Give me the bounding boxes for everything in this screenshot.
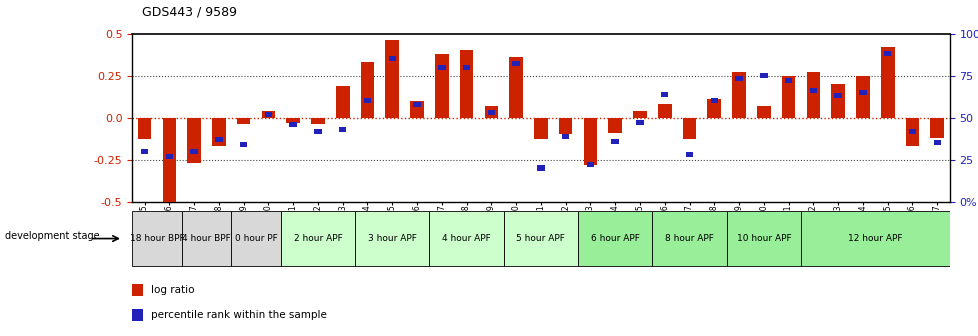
Bar <box>586 162 594 167</box>
Bar <box>215 137 222 142</box>
Bar <box>833 93 841 98</box>
Bar <box>182 211 231 266</box>
Bar <box>165 154 173 159</box>
Text: log ratio: log ratio <box>151 285 194 295</box>
Bar <box>537 166 544 170</box>
Bar <box>883 51 891 56</box>
Bar <box>607 118 621 133</box>
Bar <box>355 211 429 266</box>
Bar <box>734 76 742 81</box>
Bar <box>484 106 498 118</box>
Bar <box>509 57 522 118</box>
Bar <box>561 133 569 138</box>
Bar <box>633 111 646 118</box>
Bar <box>190 149 198 154</box>
Bar <box>231 211 281 266</box>
Bar <box>577 211 651 266</box>
Bar <box>636 120 644 125</box>
Bar <box>429 211 504 266</box>
Bar <box>781 76 794 118</box>
Text: 18 hour BPF: 18 hour BPF <box>129 234 184 243</box>
Bar <box>364 98 371 103</box>
Bar <box>686 152 692 157</box>
Bar <box>212 118 226 146</box>
Bar <box>311 118 325 124</box>
Text: 5 hour APF: 5 hour APF <box>516 234 564 243</box>
Bar <box>726 211 800 266</box>
Text: 4 hour APF: 4 hour APF <box>442 234 490 243</box>
Text: percentile rank within the sample: percentile rank within the sample <box>151 310 327 320</box>
Bar <box>800 211 949 266</box>
Bar <box>388 56 395 61</box>
Bar <box>759 73 767 78</box>
Bar <box>908 128 915 133</box>
Bar <box>534 118 547 139</box>
Bar <box>237 118 250 124</box>
Bar <box>385 40 399 118</box>
Bar <box>583 118 597 165</box>
Bar <box>240 142 247 147</box>
Bar <box>132 309 143 321</box>
Bar <box>651 211 726 266</box>
Bar <box>558 118 572 134</box>
Bar <box>434 54 448 118</box>
Bar <box>338 127 346 132</box>
Bar <box>132 211 182 266</box>
Bar <box>905 118 918 146</box>
Bar <box>855 76 868 118</box>
Bar <box>511 61 519 66</box>
Text: 6 hour APF: 6 hour APF <box>590 234 639 243</box>
Bar <box>314 128 322 133</box>
Bar <box>460 50 473 118</box>
Bar <box>859 90 866 95</box>
Bar <box>413 101 421 107</box>
Text: 2 hour APF: 2 hour APF <box>293 234 342 243</box>
Bar <box>360 62 374 118</box>
Bar <box>138 118 152 139</box>
Bar <box>281 211 355 266</box>
Bar <box>141 149 148 154</box>
Bar <box>660 91 668 97</box>
Text: 10 hour APF: 10 hour APF <box>735 234 790 243</box>
Bar <box>187 118 200 163</box>
Bar <box>929 118 943 138</box>
Text: 0 hour PF: 0 hour PF <box>235 234 277 243</box>
Bar <box>830 84 844 118</box>
Text: 12 hour APF: 12 hour APF <box>847 234 902 243</box>
Text: 8 hour APF: 8 hour APF <box>664 234 713 243</box>
Text: GDS443 / 9589: GDS443 / 9589 <box>142 5 237 18</box>
Bar <box>933 140 940 145</box>
Bar <box>463 65 469 70</box>
Bar <box>732 72 745 118</box>
Bar <box>809 88 817 93</box>
Text: 4 hour BPF: 4 hour BPF <box>182 234 231 243</box>
Bar <box>657 104 671 118</box>
Bar <box>806 72 820 118</box>
Bar <box>335 86 349 118</box>
Bar <box>162 118 176 202</box>
Bar <box>710 98 717 103</box>
Bar <box>437 65 445 70</box>
Bar <box>132 284 143 296</box>
Bar <box>261 111 275 118</box>
Text: development stage: development stage <box>5 230 100 241</box>
Bar <box>756 106 770 118</box>
Bar <box>287 118 299 123</box>
Bar <box>410 101 423 118</box>
Text: 3 hour APF: 3 hour APF <box>368 234 417 243</box>
Bar <box>289 122 296 127</box>
Bar <box>504 211 577 266</box>
Bar <box>880 47 894 118</box>
Bar <box>264 112 272 117</box>
Bar <box>487 110 495 115</box>
Bar <box>611 138 618 144</box>
Bar <box>707 99 721 118</box>
Bar <box>784 78 791 83</box>
Bar <box>682 118 695 139</box>
